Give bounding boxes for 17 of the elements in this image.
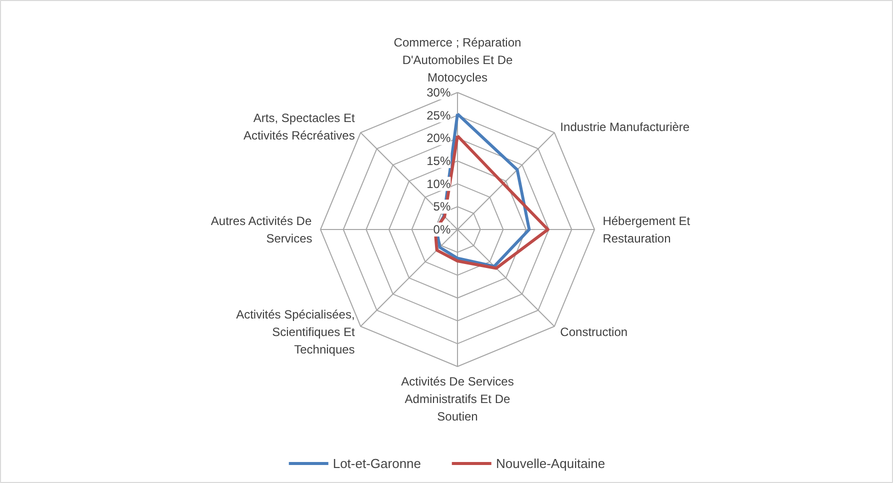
- spoke-label: Commerce ; Réparation D'Automobiles Et De Motocycles: [394, 35, 522, 84]
- legend-label: Lot-et-Garonne: [332, 456, 422, 470]
- spoke-label: Construction: [560, 325, 628, 340]
- spoke-label: Arts, Spectacles Et Activités Récréatives: [243, 111, 356, 143]
- y-tick-label: 15%: [426, 154, 451, 168]
- y-tick-label: 5%: [433, 200, 451, 214]
- y-tick-label: 20%: [426, 131, 451, 146]
- y-tick-label: 30%: [426, 86, 451, 100]
- spoke-label: Hébergement Et Restauration: [602, 214, 691, 246]
- y-tick-label: 0%: [433, 222, 451, 236]
- spoke-label: Activités Spécialisées, Scientifiques Et Techniques: [236, 308, 356, 357]
- y-tick-label: 25%: [426, 108, 451, 122]
- spoke-label: Activités De Services Administratifs Et De Soutien: [401, 374, 514, 424]
- spoke-label: Industrie Manufacturière: [560, 120, 690, 134]
- y-tick-label: 10%: [426, 176, 451, 191]
- spoke-label: Autres Activités De Services: [210, 214, 312, 246]
- legend-label: Nouvelle-Aquitaine: [496, 456, 606, 470]
